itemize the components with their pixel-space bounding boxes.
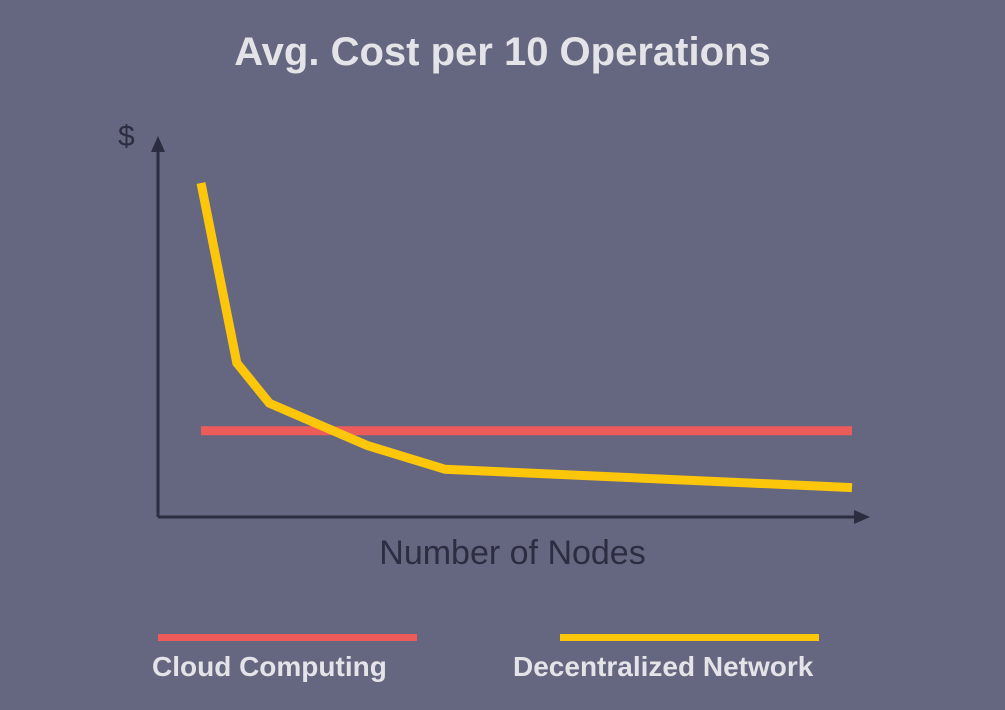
chart-title: Avg. Cost per 10 Operations [234,30,771,74]
series-layer [196,182,853,493]
x-axis-label: Number of Nodes [379,534,646,572]
axes [151,136,870,524]
series-line-decentralized-network [196,182,853,493]
legend-item-cloud-computing: Cloud Computing [152,634,417,683]
y-axis-arrow [151,136,165,152]
legend-swatch-cloud-computing [158,634,417,641]
legend-swatch-decentralized-network [560,634,819,641]
legend-item-decentralized-network: Decentralized Network [513,634,819,683]
legend-label-decentralized-network: Decentralized Network [513,651,814,682]
y-axis-label: $ [118,120,135,153]
legend-label-cloud-computing: Cloud Computing [152,651,387,682]
x-axis-arrow [854,510,870,524]
